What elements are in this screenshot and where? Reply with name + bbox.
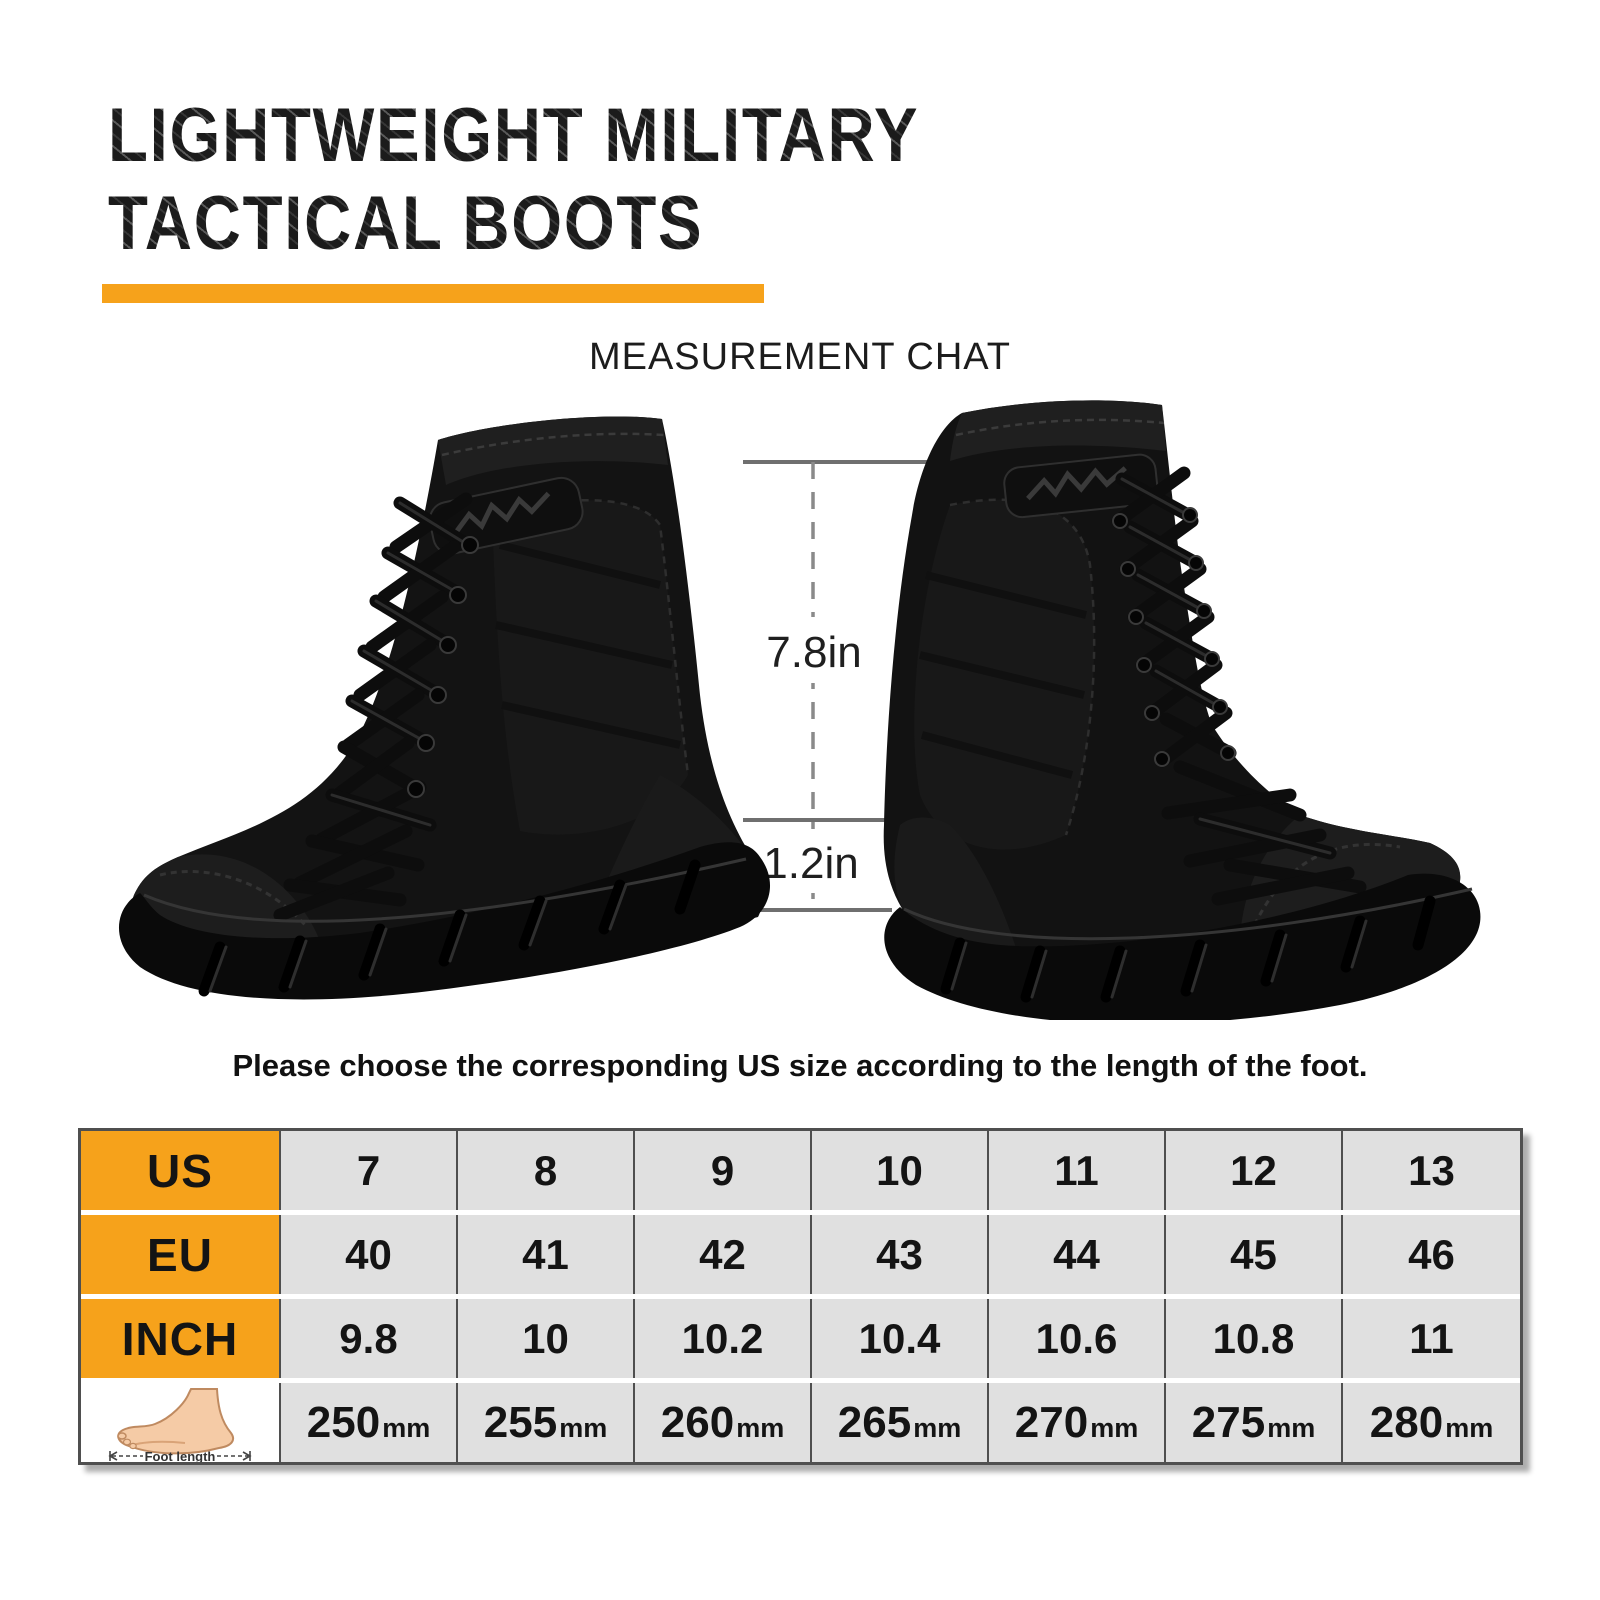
table-cell: 260 mm: [635, 1383, 812, 1462]
table-cell: 275 mm: [1166, 1383, 1343, 1462]
table-cell: 12: [1166, 1131, 1343, 1210]
mm-unit: mm: [1090, 1412, 1139, 1443]
mm-unit: mm: [559, 1412, 608, 1443]
mm-unit: mm: [736, 1412, 785, 1443]
right-boot: [883, 400, 1481, 1025]
table-cell: 265 mm: [812, 1383, 989, 1462]
table-cell: 250 mm: [281, 1383, 458, 1462]
row-label-eu: EU: [81, 1215, 281, 1294]
foot-length-icon: Foot length: [81, 1383, 281, 1462]
mm-value: 275: [1191, 1397, 1266, 1447]
table-cell: 280 mm: [1343, 1383, 1520, 1462]
table-cell: 10.2: [635, 1299, 812, 1378]
product-title-line2: TACTICAL BOOTS: [108, 181, 704, 266]
product-title-line1: LIGHTWEIGHT MILITARY: [108, 93, 920, 178]
table-cell: 255 mm: [458, 1383, 635, 1462]
table-cell: 11: [1343, 1299, 1520, 1378]
table-cell: 11: [989, 1131, 1166, 1210]
table-cell: 43: [812, 1215, 989, 1294]
table-cell: 40: [281, 1215, 458, 1294]
boots-svg: 7.8in 1.2in: [118, 400, 1481, 1025]
table-cell: 270 mm: [989, 1383, 1166, 1462]
mm-value: 255: [483, 1397, 558, 1447]
mm-value: 265: [837, 1397, 912, 1447]
table-cell: 44: [989, 1215, 1166, 1294]
foot-length-caption: Foot length: [145, 1449, 216, 1462]
row-label-us: US: [81, 1131, 281, 1210]
mm-value: 260: [660, 1397, 735, 1447]
mm-unit: mm: [913, 1412, 962, 1443]
table-cell: 41: [458, 1215, 635, 1294]
table-cell: 8: [458, 1131, 635, 1210]
table-cell: 13: [1343, 1131, 1520, 1210]
height-dimension-lines: 7.8in 1.2in: [742, 460, 952, 912]
table-cell: 10.8: [1166, 1299, 1343, 1378]
size-note: Please choose the corresponding US size …: [232, 1048, 1368, 1083]
mm-unit: mm: [1445, 1412, 1494, 1443]
sole-height-label: 1.2in: [763, 839, 858, 888]
table-cell: 7: [281, 1131, 458, 1210]
size-table: US 7 8 9 10 11 12 13 EU 40 41 42 43 44 4…: [78, 1128, 1523, 1465]
title-block: LIGHTWEIGHT MILITARY TACTICAL BOOTS: [102, 92, 1051, 303]
mm-value: 270: [1014, 1397, 1089, 1447]
table-cell: 9.8: [281, 1299, 458, 1378]
table-cell: 10.6: [989, 1299, 1166, 1378]
table-cell: 10.4: [812, 1299, 989, 1378]
mm-unit: mm: [382, 1412, 431, 1443]
foot-icon-svg: Foot length: [108, 1388, 252, 1462]
mm-value: 280: [1369, 1397, 1444, 1447]
table-cell: 10: [458, 1299, 635, 1378]
row-label-inch: INCH: [81, 1299, 281, 1378]
left-boot: [118, 416, 771, 1000]
table-cell: 10: [812, 1131, 989, 1210]
mm-value: 250: [306, 1397, 381, 1447]
mm-unit: mm: [1267, 1412, 1316, 1443]
boots-illustration: 7.8in 1.2in: [100, 395, 1500, 1025]
table-cell: 42: [635, 1215, 812, 1294]
table-cell: 45: [1166, 1215, 1343, 1294]
shaft-height-label: 7.8in: [766, 628, 861, 677]
title-underline-bar: [102, 284, 764, 303]
measurement-chart-heading: MEASUREMENT CHAT: [588, 336, 1012, 378]
table-cell: 46: [1343, 1215, 1520, 1294]
table-cell: 9: [635, 1131, 812, 1210]
